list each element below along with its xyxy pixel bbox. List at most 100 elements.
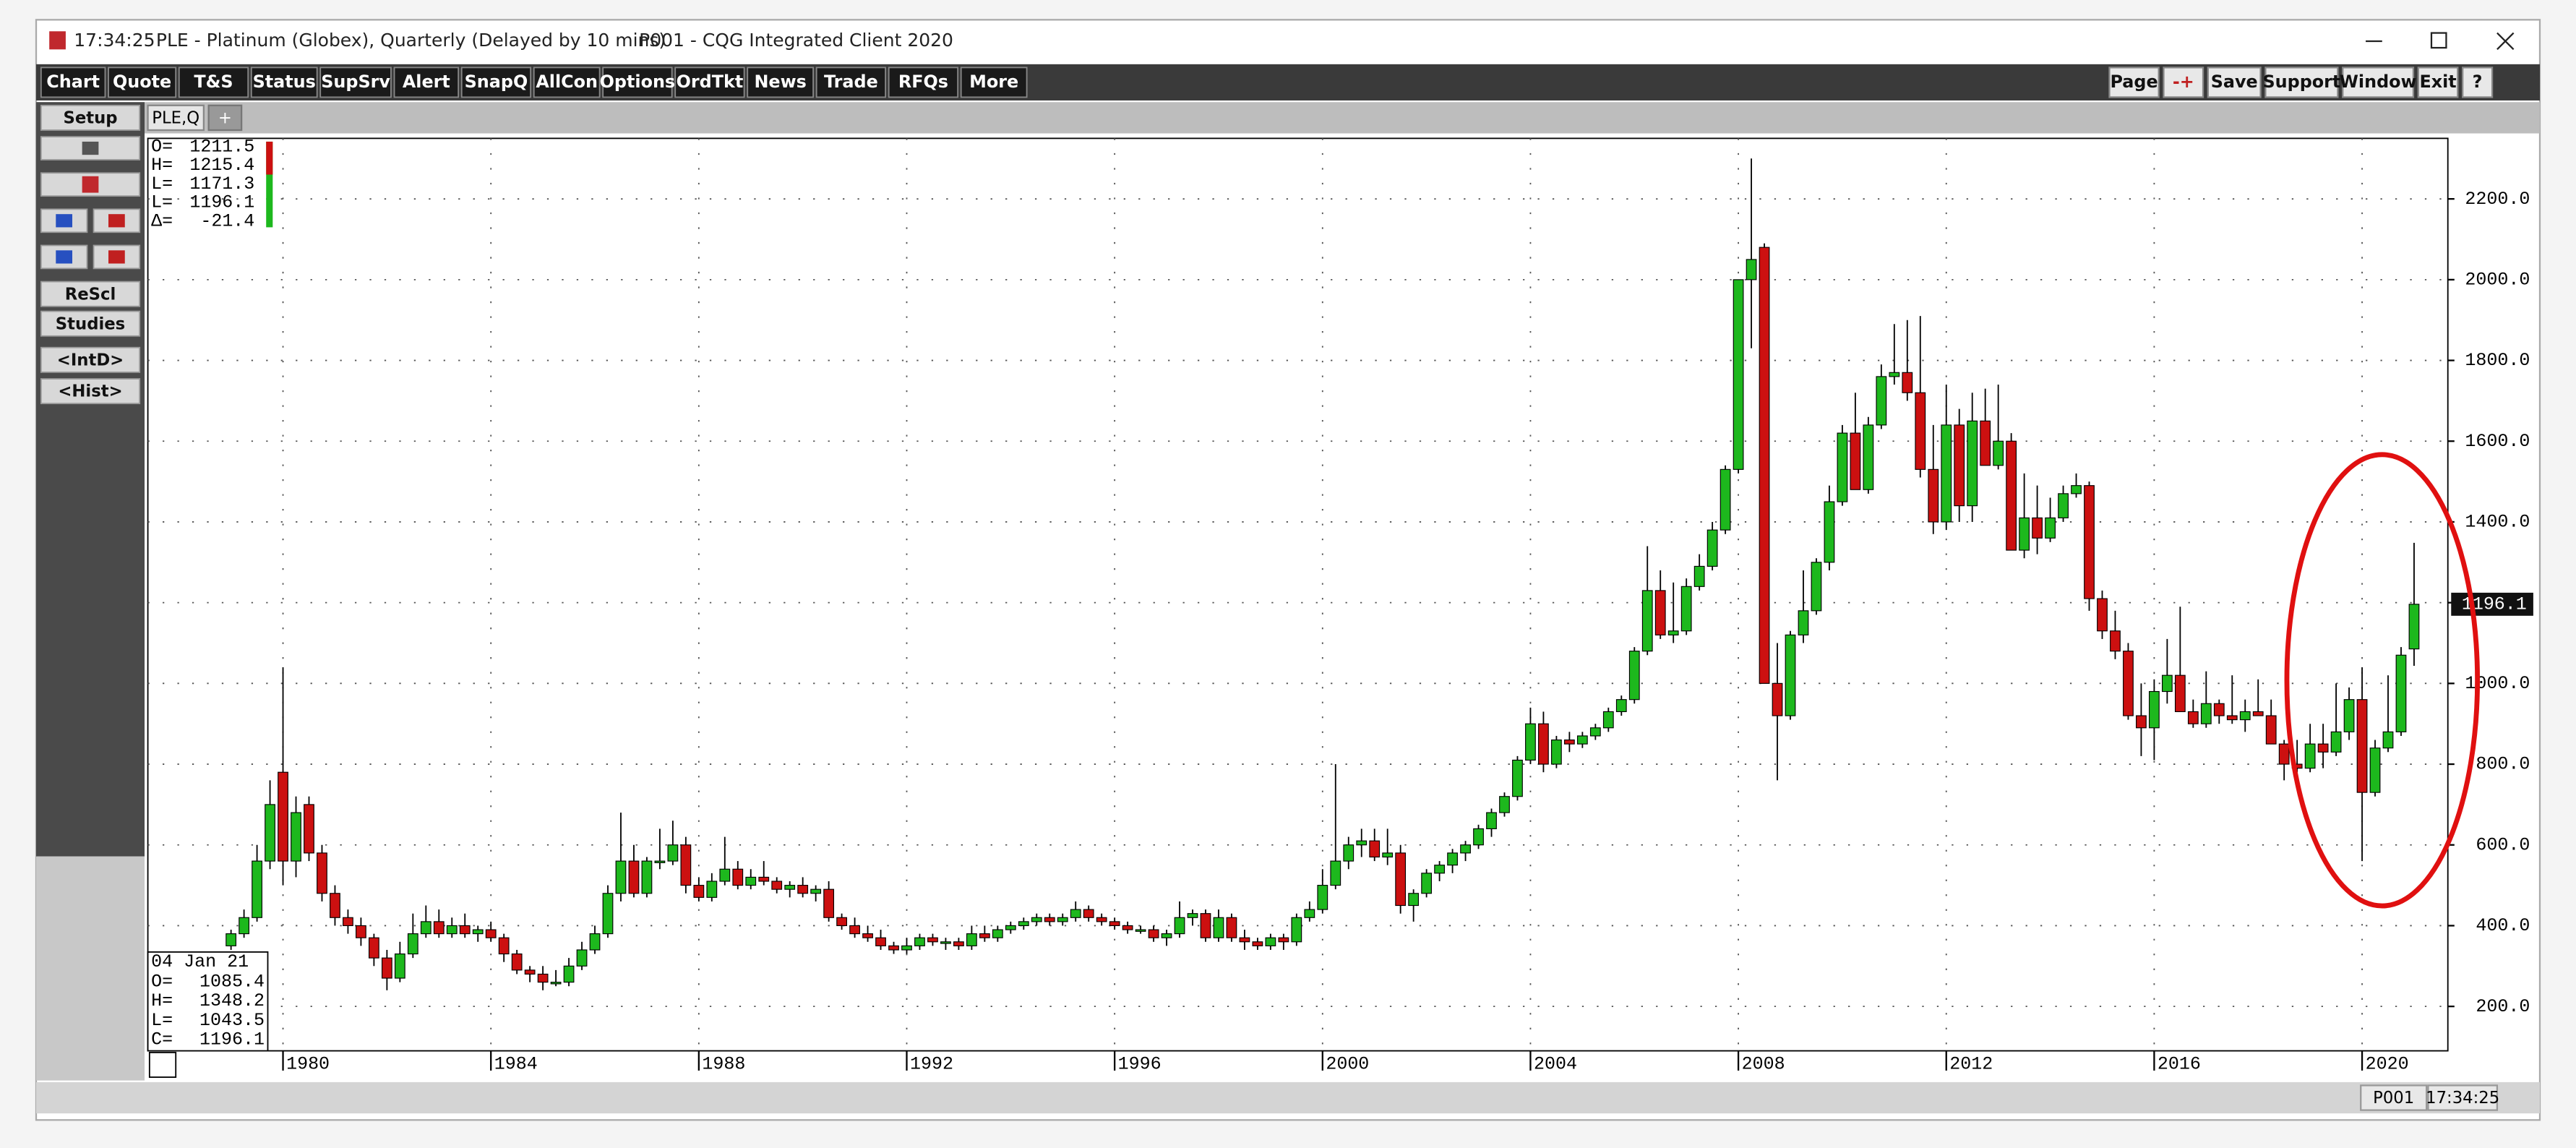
- candle-body: [2239, 711, 2251, 721]
- toolbar-button[interactable]: [250, 67, 318, 98]
- ohlc-swatch: [266, 141, 273, 175]
- toolbar-button-label: Alert: [403, 72, 450, 92]
- x-tick-label: 2000: [1326, 1053, 1369, 1074]
- toolbar-button[interactable]: [2462, 67, 2494, 98]
- ohlc-value: 1211.5: [189, 136, 254, 157]
- candle-body: [1109, 921, 1120, 927]
- candle-body: [1525, 723, 1536, 761]
- candle-body: [2330, 731, 2342, 753]
- toolbar-button[interactable]: [2264, 67, 2339, 98]
- candle-body: [1811, 562, 1822, 612]
- tool-icon: [82, 176, 99, 193]
- toolbar-button[interactable]: [888, 67, 959, 98]
- toolbar-button[interactable]: [960, 67, 1028, 98]
- toolbar-button[interactable]: [178, 67, 249, 98]
- candle-body: [1330, 860, 1341, 886]
- sidebar-button[interactable]: [40, 346, 141, 373]
- data-box-label: O=: [151, 971, 173, 992]
- candle-body: [1785, 634, 1796, 716]
- sidebar-button[interactable]: [40, 104, 141, 131]
- candle-body: [433, 921, 445, 935]
- candle-body: [2356, 699, 2368, 793]
- sidebar-button[interactable]: [40, 310, 141, 337]
- toolbar-button[interactable]: [602, 67, 673, 98]
- candle-body: [1551, 739, 1562, 765]
- toolbar-button[interactable]: [533, 67, 601, 98]
- toolbar-button-label: T&S: [194, 72, 233, 92]
- ohlc-value: 1215.4: [189, 155, 254, 176]
- toolbar-button[interactable]: [108, 67, 177, 98]
- candle-body: [1291, 917, 1302, 943]
- candle-body: [1421, 873, 1433, 894]
- candle-body: [265, 804, 275, 862]
- data-box-value: 1085.4: [199, 971, 265, 992]
- candle-body: [2097, 598, 2108, 632]
- candle-body: [1954, 424, 1965, 507]
- sidebar-empty: [36, 856, 145, 1081]
- sidebar-button-label: Setup: [63, 109, 117, 128]
- maximize[interactable]: [2430, 32, 2447, 49]
- toolbar-button[interactable]: [460, 67, 532, 98]
- candle-body: [278, 771, 288, 862]
- arrow-icon: [108, 214, 125, 228]
- toolbar-button[interactable]: [319, 67, 392, 98]
- toolbar-button-label: Trade: [824, 72, 878, 92]
- sidebar-button-label: <IntD>: [57, 351, 124, 369]
- title-bar: 17:34:25 PLE - Platinum (Globex), Quarte…: [49, 30, 2515, 51]
- tab-add[interactable]: [207, 104, 243, 132]
- close[interactable]: [2496, 32, 2515, 51]
- toolbar-button[interactable]: [815, 67, 887, 98]
- candle-body: [2084, 485, 2095, 599]
- candle-body: [1083, 909, 1094, 918]
- sidebar-button[interactable]: [40, 378, 141, 405]
- tab-row: [36, 102, 2540, 134]
- toolbar-button[interactable]: [393, 67, 460, 98]
- candle-body: [1889, 372, 1900, 377]
- y-tick-label: 800.0: [2476, 754, 2530, 775]
- toolbar-button[interactable]: [2342, 67, 2415, 98]
- candle-body: [2213, 703, 2225, 716]
- x-tick-label: 2016: [2158, 1053, 2201, 1074]
- scroll-left[interactable]: [40, 208, 88, 234]
- candle-body: [459, 925, 471, 935]
- toolbar-button-label: Options: [600, 72, 675, 92]
- toolbar-left: Chart Quote T&S Status SupSrv Alert SnapQ AllCo…: [40, 67, 1028, 98]
- candle-body: [1213, 917, 1224, 938]
- status-bar: [36, 1081, 2540, 1114]
- candle-body: [407, 933, 418, 955]
- x-tick-label: 2004: [1534, 1053, 1577, 1074]
- candle-body: [1031, 917, 1042, 922]
- toolbar-button-label: SnapQ: [465, 72, 528, 92]
- zoom-icon: [108, 250, 125, 264]
- toolbar-button[interactable]: [2207, 67, 2262, 98]
- last-price-box: [2451, 592, 2533, 616]
- candle-body: [2226, 715, 2238, 721]
- sidebar-button-label: ReScl: [65, 285, 116, 304]
- sidebar-button[interactable]: [40, 280, 141, 307]
- candle-body: [1317, 885, 1328, 910]
- toolbar-button[interactable]: [747, 67, 815, 98]
- candle-body: [576, 949, 588, 967]
- candle-body: [2136, 715, 2147, 729]
- toolbar-button[interactable]: [2417, 67, 2459, 98]
- candle-body: [2006, 440, 2017, 551]
- tab[interactable]: [147, 104, 205, 132]
- ohlc-label: L=: [151, 174, 173, 194]
- candle-body: [446, 925, 458, 935]
- toolbar-button[interactable]: [2163, 67, 2204, 98]
- candle-body: [654, 860, 666, 863]
- toolbar-button[interactable]: [2108, 67, 2160, 98]
- candle-body: [420, 921, 432, 935]
- candle-body: [719, 868, 731, 882]
- candle-body: [1759, 247, 1770, 684]
- toolbar-button-label: RFQs: [898, 72, 948, 92]
- data-box-value: 1043.5: [199, 1010, 265, 1031]
- toolbar-button[interactable]: [40, 67, 106, 98]
- toolbar-button-label: Support: [2262, 72, 2340, 92]
- candle-body: [1018, 921, 1029, 927]
- toolbar-button[interactable]: [674, 67, 745, 98]
- candle-body: [745, 876, 757, 886]
- candle-body: [369, 937, 379, 959]
